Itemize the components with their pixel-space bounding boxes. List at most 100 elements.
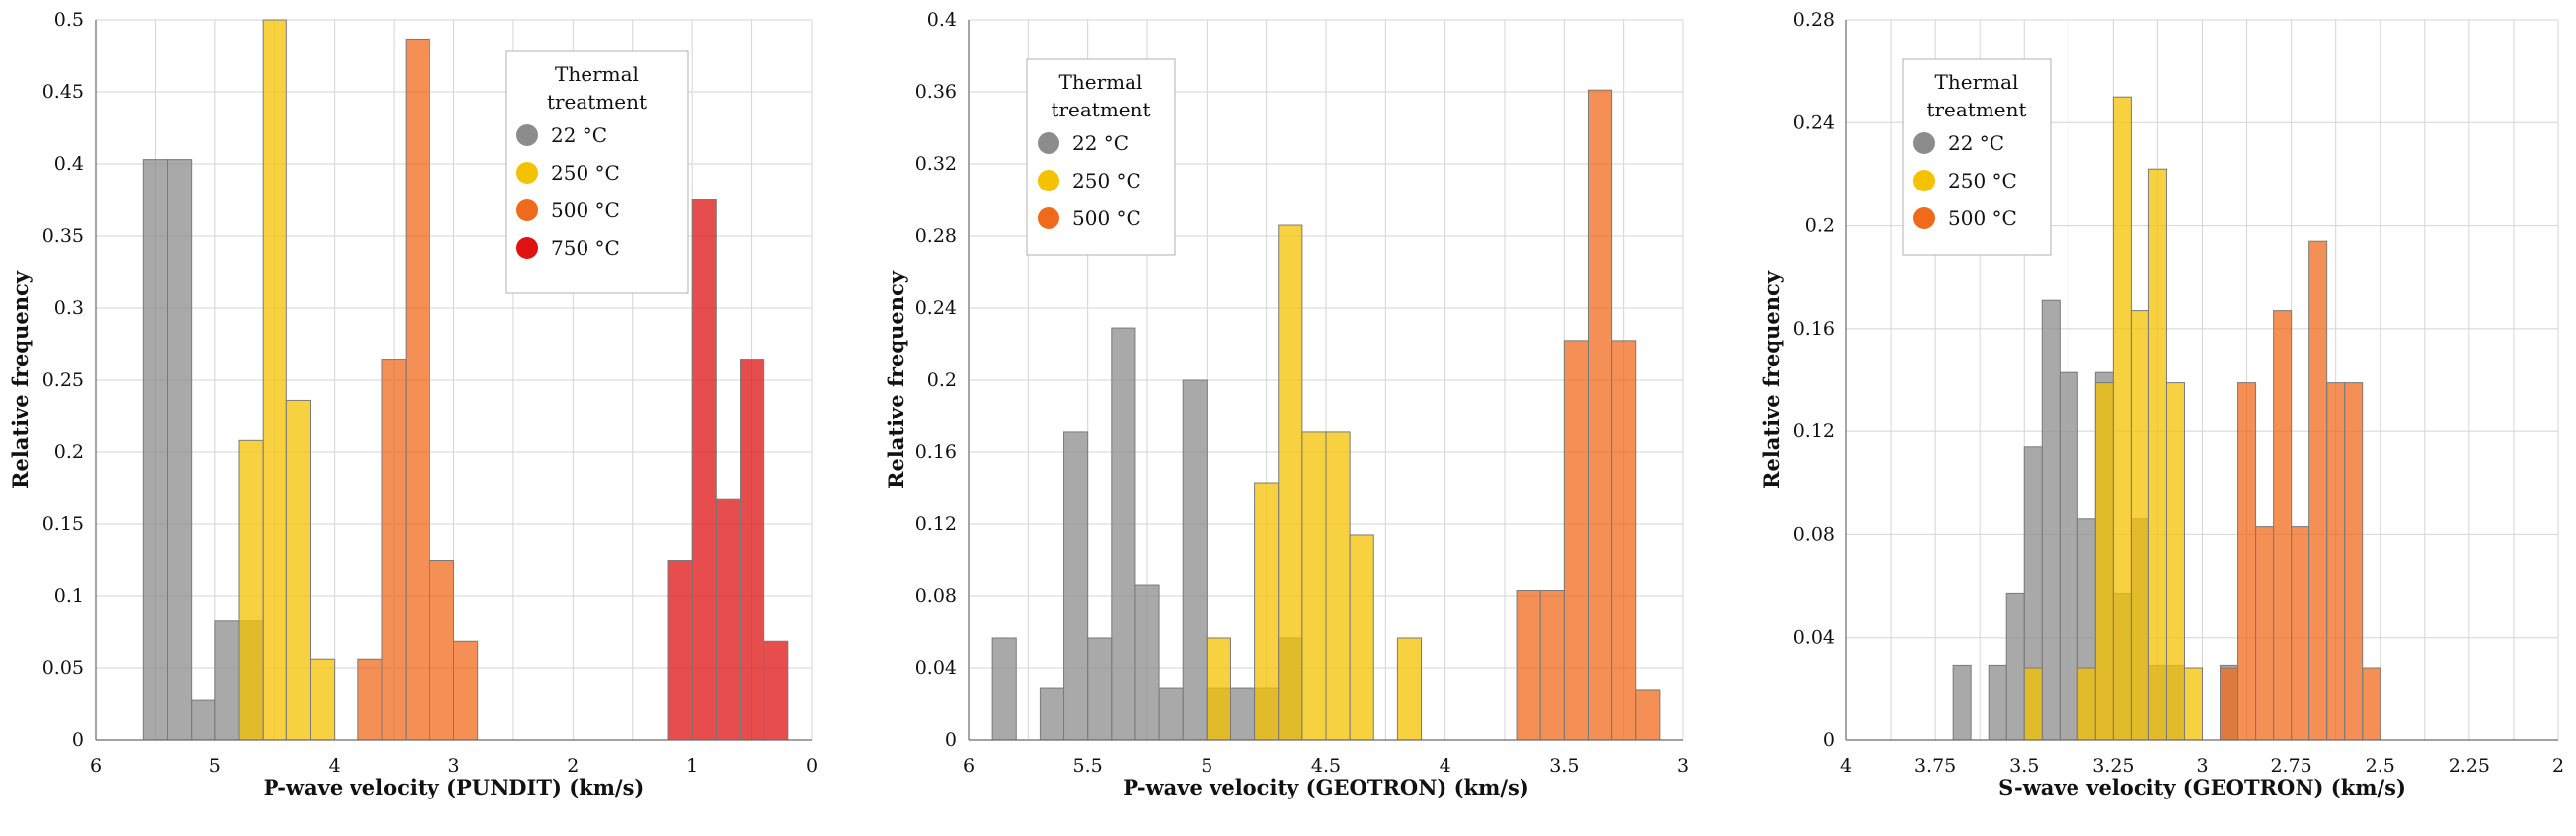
bar	[1111, 327, 1136, 741]
series-2	[1206, 224, 1423, 741]
legend-entry: 500 °C	[1072, 206, 1141, 230]
x-tick-label: 4	[1440, 755, 1451, 777]
y-tick-label: 0.5	[54, 9, 84, 31]
bar	[1635, 689, 1661, 741]
x-tick-label: 3.5	[1549, 755, 1579, 777]
bar	[381, 359, 407, 741]
bar	[715, 498, 741, 741]
legend-title-line1: Thermal	[1059, 70, 1143, 94]
legend-swatch-icon	[516, 124, 538, 146]
y-tick-label: 0.04	[915, 657, 957, 679]
x-tick-label: 0	[806, 755, 818, 777]
series-3	[357, 38, 479, 741]
x-tick-label: 6	[90, 755, 102, 777]
bar	[310, 658, 336, 741]
y-tick-label: 0.12	[1793, 420, 1834, 442]
legend: Thermal treatment 22 °C 250 °C 500 °C	[1026, 58, 1176, 256]
bar	[2147, 168, 2167, 741]
bar	[2059, 371, 2078, 741]
y-tick-label: 0.45	[42, 81, 84, 103]
y-tick-label: 0.24	[915, 297, 957, 319]
bar	[1087, 637, 1113, 741]
y-tick-label: 0	[1823, 729, 1834, 751]
bar	[1988, 664, 2007, 741]
x-axis-label: P-wave velocity (PUNDIT) (km/s)	[264, 775, 645, 799]
legend-swatch-icon	[1038, 132, 1059, 154]
bar	[2273, 310, 2293, 741]
bar	[2076, 667, 2096, 741]
bar	[2362, 667, 2381, 741]
bar	[691, 199, 717, 741]
legend-swatch-icon	[516, 237, 538, 259]
legend-swatch-icon	[1913, 207, 1935, 229]
y-axis-label: Relative frequency	[884, 270, 908, 489]
y-tick-label: 0.08	[1793, 523, 1834, 545]
legend-entry: 22 °C	[551, 123, 607, 147]
y-tick-label: 0.24	[1793, 112, 1834, 133]
legend: Thermal treatment 22 °C 250 °C 500 °C 750 °C	[505, 50, 689, 294]
y-tick-label: 0.16	[915, 441, 957, 463]
x-tick-label: 4	[1840, 755, 1852, 777]
legend-title-line2: treatment	[1051, 98, 1150, 121]
chart-panel-1: 6 5 4 3 2 1 0 0 0.05 0.1 0.15 0.2 0.25 0.3 0.35 0.4 0.45…	[8, 9, 818, 799]
bar	[1349, 534, 1374, 741]
x-tick-label: 4.5	[1311, 755, 1341, 777]
x-tick-label: 6	[963, 755, 975, 777]
legend-swatch-icon	[1913, 132, 1935, 154]
y-tick-label: 0.28	[1793, 9, 1834, 31]
chart-panel-2: 6 5.5 5 4.5 4 3.5 3 0 0.04 0.08 0.12 0.16 0.2 0.24 0.2…	[884, 9, 1689, 799]
legend-title-line2: treatment	[547, 90, 647, 114]
bar	[142, 159, 168, 741]
bar	[2291, 526, 2310, 741]
y-tick-label: 0.04	[1793, 627, 1834, 648]
x-tick-label: 3	[2196, 755, 2208, 777]
x-axis-label: S-wave velocity (GEOTRON) (km/s)	[1998, 775, 2406, 799]
legend-entry: 250 °C	[1072, 169, 1141, 192]
x-tick-label: 3	[1678, 755, 1689, 777]
y-tick-label: 0.12	[915, 513, 957, 535]
bar	[1254, 482, 1280, 741]
bar	[357, 658, 383, 741]
y-tick-label: 0.1	[54, 585, 84, 607]
series-3	[1516, 89, 1661, 741]
bar	[1396, 637, 1423, 741]
bar	[2165, 382, 2185, 741]
bar	[1301, 431, 1327, 741]
series-3	[2220, 240, 2381, 741]
legend-entry: 500 °C	[1948, 206, 2017, 230]
y-tick-label: 0.3	[54, 297, 84, 319]
y-tick-label: 0.2	[927, 369, 957, 391]
legend-entry: 250 °C	[551, 161, 620, 185]
series-1	[142, 159, 264, 741]
bar	[167, 159, 193, 741]
y-tick-label: 0.16	[1793, 318, 1834, 340]
bar	[2183, 667, 2204, 741]
bar	[214, 620, 240, 741]
x-tick-label: 3.75	[1914, 755, 1956, 777]
bar	[2308, 240, 2328, 741]
legend-swatch-icon	[516, 199, 538, 221]
x-tick-label: 2.75	[2270, 755, 2311, 777]
bar	[1563, 340, 1589, 741]
x-tick-label: 1	[686, 755, 698, 777]
bar	[2112, 96, 2132, 741]
y-tick-label: 0.32	[915, 153, 957, 175]
legend-swatch-icon	[1913, 170, 1935, 191]
bar	[740, 359, 765, 741]
legend-title-line1: Thermal	[1935, 70, 2019, 94]
y-tick-label: 0.4	[54, 153, 84, 175]
x-tick-label: 3.25	[2092, 755, 2134, 777]
legend-entry: 22 °C	[1072, 131, 1129, 155]
legend-entry: 250 °C	[1948, 169, 2017, 192]
y-tick-label: 0.08	[915, 585, 957, 607]
series-2	[2023, 96, 2204, 741]
bar	[238, 439, 264, 741]
y-tick-label: 0.2	[54, 441, 84, 463]
legend-swatch-icon	[516, 162, 538, 184]
x-tick-label: 3.5	[2009, 755, 2039, 777]
chart-panel-3: 4 3.75 3.5 3.25 3 2.75 2.5 2.25 2 0 0.04 0.08 0.12 0.…	[1759, 9, 2564, 799]
bar	[2220, 667, 2239, 741]
bar	[2005, 592, 2025, 741]
x-tick-label: 2.25	[2449, 755, 2490, 777]
